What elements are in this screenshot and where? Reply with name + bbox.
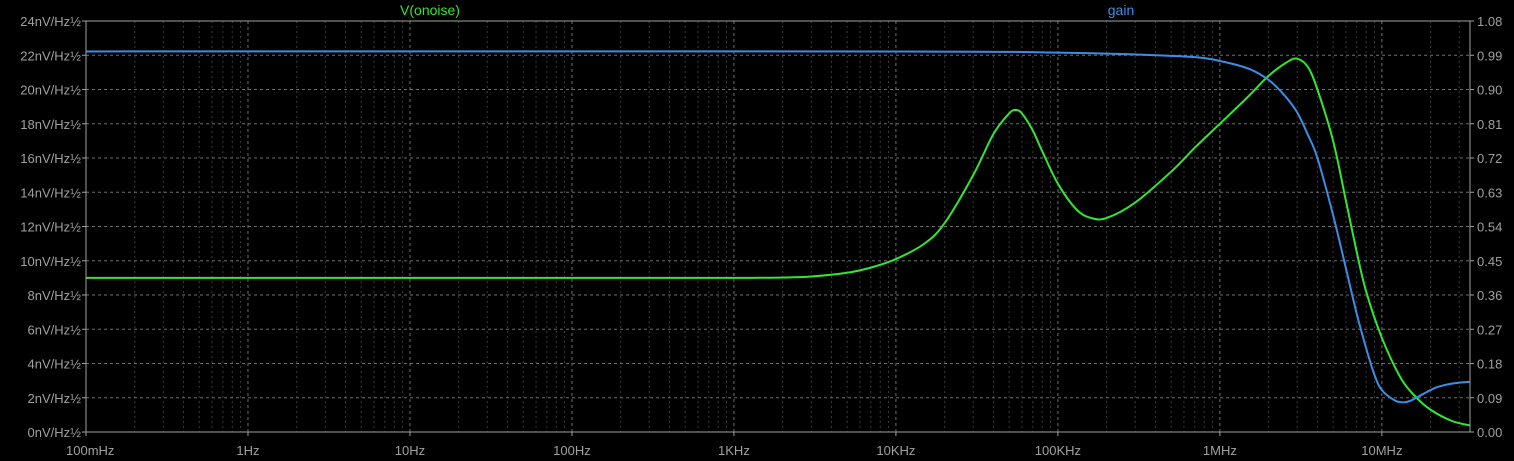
y-left-tick-label: 10nV/Hz½ — [20, 254, 81, 269]
grid — [86, 21, 1470, 432]
x-tick-label: 100Hz — [553, 443, 591, 458]
series-curves — [85, 50, 1471, 427]
series-title-gain: gain — [1108, 2, 1134, 18]
y-left-tick-label: 4nV/Hz½ — [28, 357, 82, 372]
y-right-tick-label: 0.36 — [1477, 288, 1502, 303]
x-tick-label: 1Hz — [236, 443, 259, 458]
y-left-tick-label: 22nV/Hz½ — [20, 48, 81, 63]
y-right-tick-label: 0.45 — [1477, 254, 1502, 269]
x-tick-label: 100mHz — [66, 443, 114, 458]
y-left-tick-label: 16nV/Hz½ — [20, 151, 81, 166]
y-right-tick-label: 0.00 — [1477, 425, 1502, 440]
x-tick-label: 100KHz — [1035, 443, 1081, 458]
x-tick-label: 10KHz — [876, 443, 915, 458]
y-right-tick-label: 0.63 — [1477, 185, 1502, 200]
y-left-tick-label: 6nV/Hz½ — [28, 322, 82, 337]
y-right-tick-label: 0.90 — [1477, 83, 1502, 98]
y-left-tick-label: 12nV/Hz½ — [20, 220, 81, 235]
y-right-tick-label: 0.99 — [1477, 48, 1502, 63]
y-left-tick-label: 14nV/Hz½ — [20, 185, 81, 200]
y-right-tick-label: 0.72 — [1477, 151, 1502, 166]
series-title-onoise: V(onoise) — [400, 2, 460, 18]
x-tick-label: 1KHz — [718, 443, 750, 458]
y-left-tick-label: 2nV/Hz½ — [28, 391, 82, 406]
x-tick-label: 1MHz — [1203, 443, 1237, 458]
y-right-tick-label: 0.54 — [1477, 220, 1502, 235]
y-right-tick-label: 0.18 — [1477, 357, 1502, 372]
y-right-tick-label: 0.09 — [1477, 391, 1502, 406]
axis-ticks: 100mHz 1Hz 10Hz 100Hz 1KHz 10KHz 100KHz 1MHz 10M… — [20, 14, 1502, 458]
y-left-tick-label: 20nV/Hz½ — [20, 83, 81, 98]
y-left-tick-label: 8nV/Hz½ — [28, 288, 82, 303]
y-left-tick-label: 0nV/Hz½ — [28, 425, 82, 440]
y-left-tick-label: 24nV/Hz½ — [20, 14, 81, 29]
y-right-tick-label: 0.81 — [1477, 117, 1502, 132]
series-line-onoise — [86, 57, 1471, 427]
x-tick-label: 10Hz — [395, 443, 425, 458]
x-tick-label: 10MHz — [1361, 443, 1402, 458]
y-left-tick-label: 18nV/Hz½ — [20, 117, 81, 132]
y-right-tick-label: 0.27 — [1477, 322, 1502, 337]
series-line-gain — [85, 50, 1471, 404]
y-right-tick-label: 1.08 — [1477, 14, 1502, 29]
